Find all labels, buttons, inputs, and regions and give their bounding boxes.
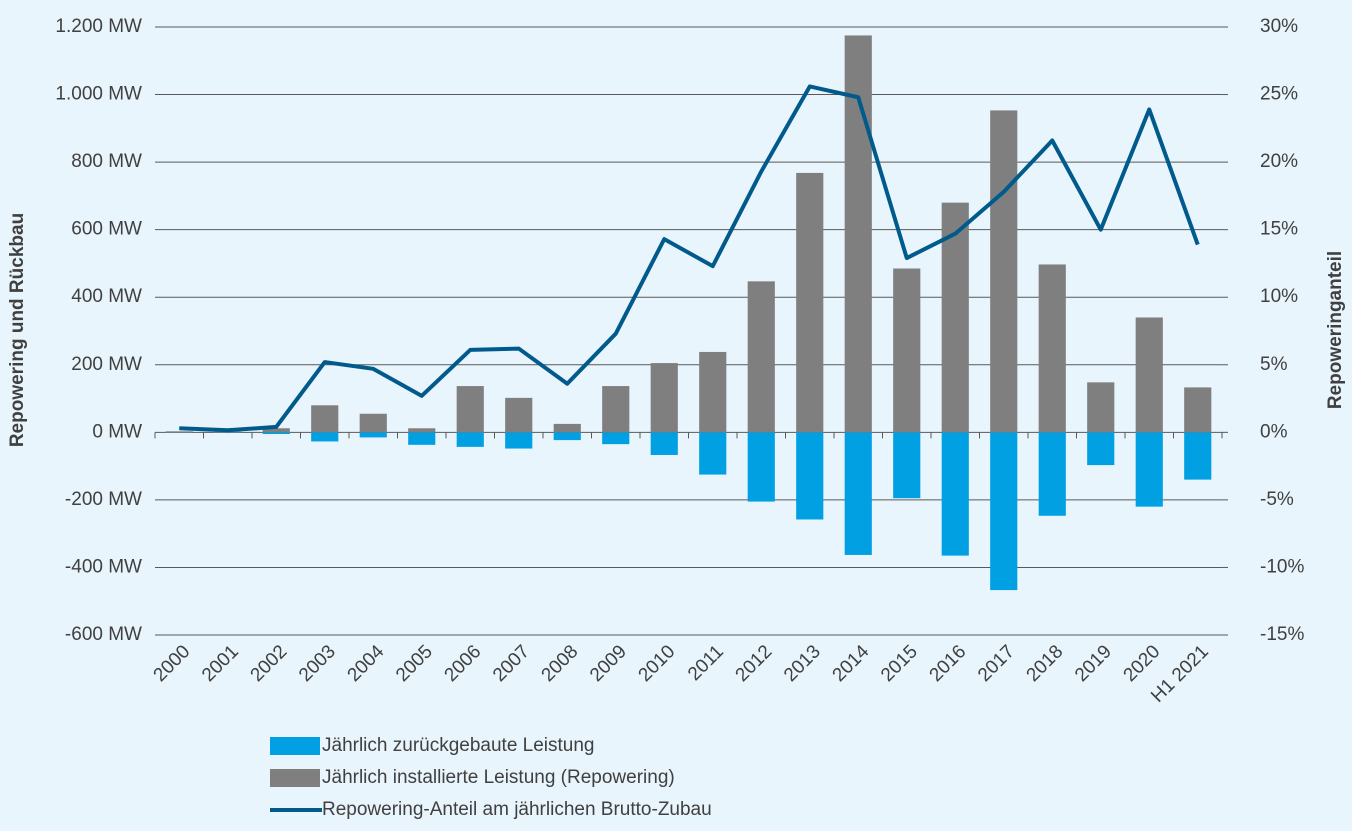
legend-swatch xyxy=(270,737,320,755)
legend-label: Jährlich installierte Leistung (Repoweri… xyxy=(322,767,675,788)
x-tick-label: 2014 xyxy=(829,641,874,686)
x-tick-label: 2018 xyxy=(1023,641,1068,686)
x-tick-label: 2001 xyxy=(198,641,243,686)
bar xyxy=(941,202,969,433)
bar xyxy=(844,432,872,555)
y-tick-label: 1.000 MW xyxy=(55,84,142,105)
x-tick-label: 2008 xyxy=(538,641,583,686)
x-tick-label: 2015 xyxy=(877,641,922,686)
bar xyxy=(1184,387,1212,433)
y-tick-label: -400 MW xyxy=(65,556,142,577)
y-tick-label: 600 MW xyxy=(71,219,142,240)
x-tick-label: 2003 xyxy=(295,641,340,686)
bar xyxy=(699,351,727,433)
x-tick-label: 2010 xyxy=(635,641,680,686)
bar xyxy=(650,432,678,455)
y2-tick-label: 15% xyxy=(1260,219,1298,240)
bar xyxy=(408,432,436,445)
legend-label: Jährlich zurückgebaute Leistung xyxy=(322,735,595,756)
x-tick-label: 2002 xyxy=(247,641,292,686)
x-tick-label: 2020 xyxy=(1120,641,1165,686)
bar xyxy=(359,413,387,433)
bar xyxy=(1087,382,1115,433)
x-tick-label: 2013 xyxy=(780,641,825,686)
bar xyxy=(747,432,775,502)
bar xyxy=(1135,432,1163,507)
bar xyxy=(1038,264,1066,433)
legend-label: Repowering-Anteil am jährlichen Brutto-Z… xyxy=(322,799,712,820)
bar xyxy=(796,432,824,520)
x-tick-label: 2004 xyxy=(344,641,389,686)
y2-tick-label: -10% xyxy=(1260,556,1304,577)
y2-tick-label: -15% xyxy=(1260,624,1304,645)
x-tick-label: 2000 xyxy=(150,641,195,686)
y-tick-label: 1.200 MW xyxy=(55,16,142,37)
x-tick-label: 2005 xyxy=(392,641,437,686)
bar xyxy=(553,423,581,433)
y2-tick-label: 10% xyxy=(1260,286,1298,307)
bar xyxy=(893,432,921,499)
bar xyxy=(262,428,290,433)
x-tick-label: 2017 xyxy=(974,641,1019,686)
y-tick-label: 400 MW xyxy=(71,286,142,307)
legend-swatch xyxy=(270,769,320,787)
bar xyxy=(553,432,581,441)
bar xyxy=(408,428,436,433)
y-tick-label: 0 MW xyxy=(92,421,142,442)
y2-tick-label: 25% xyxy=(1260,84,1298,105)
y2-tick-label: -5% xyxy=(1260,489,1294,510)
y-tick-label: -600 MW xyxy=(65,624,142,645)
x-tick-label: 2011 xyxy=(684,641,728,685)
bar xyxy=(990,432,1018,591)
x-tick-label: 2012 xyxy=(732,641,777,686)
bar xyxy=(796,172,824,433)
bar xyxy=(699,432,727,475)
y-tick-label: 800 MW xyxy=(71,151,142,172)
y-tick-label: -200 MW xyxy=(65,489,142,510)
y2-tick-label: 5% xyxy=(1260,354,1288,375)
x-tick-label: 2009 xyxy=(586,641,631,686)
y2-tick-label: 0% xyxy=(1260,421,1288,442)
y2-tick-label: 20% xyxy=(1260,151,1298,172)
x-tick-label: 2007 xyxy=(489,641,534,686)
bar xyxy=(311,432,339,442)
y-axis-title: Repowering und Rückbau xyxy=(7,213,28,447)
bar xyxy=(893,268,921,433)
bar xyxy=(505,432,533,449)
bar xyxy=(359,432,387,438)
bar xyxy=(602,432,630,445)
bar xyxy=(456,432,484,447)
line xyxy=(179,84,1200,433)
bar xyxy=(602,386,630,433)
bar xyxy=(1038,432,1066,516)
x-tick-label: 2019 xyxy=(1071,641,1116,686)
bar xyxy=(1135,317,1163,433)
bar xyxy=(311,405,339,433)
bar xyxy=(990,110,1018,433)
y-tick-label: 200 MW xyxy=(71,354,142,375)
bar xyxy=(650,363,678,433)
y2-axis-title: Repoweringanteil xyxy=(1325,251,1346,409)
bar xyxy=(505,397,533,433)
y2-tick-label: 30% xyxy=(1260,16,1298,37)
x-tick-label: 2006 xyxy=(441,641,486,686)
x-tick-label: 2016 xyxy=(926,641,971,686)
bar xyxy=(1087,432,1115,466)
bar xyxy=(1184,432,1212,480)
bar xyxy=(165,431,193,433)
bar xyxy=(456,386,484,433)
bar xyxy=(941,432,969,556)
bar xyxy=(747,281,775,433)
bar xyxy=(262,432,290,435)
